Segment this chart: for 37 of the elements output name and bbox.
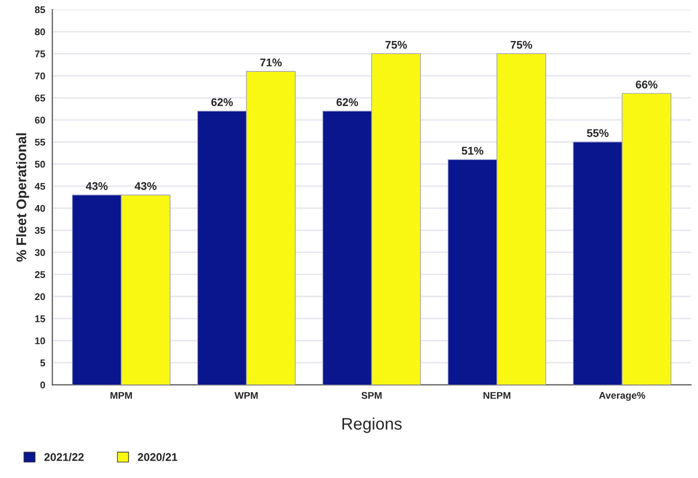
y-tick-label: 45	[34, 182, 46, 190]
data-label: 75%	[385, 40, 407, 49]
y-tick-label: 65	[34, 94, 46, 102]
y-tick-label: 20	[34, 293, 46, 300]
data-label: 43%	[86, 182, 108, 190]
data-label: 55%	[586, 129, 609, 138]
x-tick-label: MPM	[110, 392, 132, 399]
legend-label: 2021/22	[44, 452, 84, 462]
y-tick-label: 80	[34, 28, 46, 36]
y-tick-label: 75	[35, 50, 46, 58]
data-label: 43%	[134, 182, 156, 190]
y-tick-label: 25	[34, 271, 46, 278]
y-axis-title: % Fleet Operational	[16, 133, 30, 262]
data-label: 62%	[211, 98, 233, 106]
y-tick-label: 60	[34, 116, 46, 124]
x-tick-label: NEPM	[484, 392, 510, 399]
y-tick-label: 10	[35, 337, 46, 344]
data-label: 51%	[462, 146, 484, 155]
data-label: 71%	[260, 58, 282, 66]
y-tick-label: 35	[34, 227, 46, 234]
x-tick-label: WPM	[234, 392, 258, 399]
y-tick-label: 15	[35, 315, 46, 322]
legend-label: 2020/21	[138, 452, 178, 462]
y-tick-label: 40	[34, 204, 46, 212]
x-tick-label: Average%	[599, 392, 646, 401]
y-tick-label: 0	[40, 382, 46, 388]
x-tick-label: SPM	[361, 392, 382, 399]
y-tick-label: 30	[34, 249, 46, 256]
data-label: 66%	[636, 80, 658, 88]
y-tick-label: 85	[34, 6, 46, 14]
data-label: 75%	[510, 40, 532, 49]
y-tick-label: 55	[34, 138, 46, 146]
y-tick-label: 70	[35, 72, 46, 80]
data-label: 62%	[336, 98, 358, 106]
y-tick-label: 50	[34, 160, 46, 168]
x-axis-title: Regions	[342, 417, 402, 433]
y-tick-label: 5	[40, 360, 46, 366]
